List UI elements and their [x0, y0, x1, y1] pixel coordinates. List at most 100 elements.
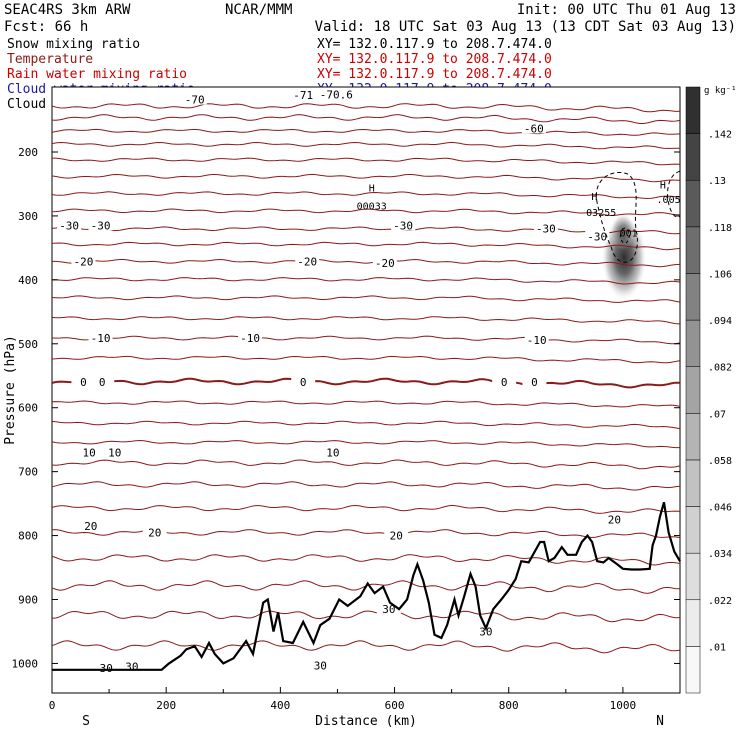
cloud-dashed-contours [595, 170, 681, 263]
forecast-hour: Fcst: 66 h [4, 19, 88, 35]
temperature-contour-line [51, 481, 680, 491]
temperature-contour-label: 30 [382, 603, 395, 616]
contour-label-bg [492, 376, 517, 388]
temperature-contour-label: -30 [59, 220, 79, 233]
x-tick-label: 800 [499, 699, 519, 712]
temperature-contour-label: 20 [390, 530, 403, 543]
temperature-contour-line [51, 377, 680, 389]
colorbar-swatch [685, 366, 701, 414]
x-tick-label: 1000 [610, 699, 637, 712]
contour-label-bg [88, 219, 113, 231]
legend-field-xy: XY= 132.0.117.9 to 208.7.474.0 [317, 37, 552, 52]
max-annotation: H [369, 184, 375, 195]
x-tick-label: 200 [156, 699, 176, 712]
temperature-contours [51, 103, 680, 654]
contour-label-bg [521, 122, 546, 134]
colorbar-level-label: .106 [708, 269, 732, 280]
temperature-contour-label: 10 [326, 446, 339, 459]
temperature-contour-line [51, 420, 680, 430]
temperature-contour-label: 0 [80, 376, 87, 389]
temperature-contour-line [51, 355, 680, 364]
terrain-profile [52, 501, 681, 671]
temperature-contour-label: -10 [527, 334, 547, 347]
colorbar-swatch [685, 646, 701, 694]
valid-time: Valid: 18 UTC Sat 03 Aug 13 (13 CDT Sat … [315, 19, 736, 35]
colorbar-unit: g kg⁻¹ [704, 86, 737, 96]
temperature-contour-line [51, 103, 680, 113]
legend-field-xy: XY= 132.0.117.9 to 208.7.474.0 [317, 67, 552, 82]
y-tick-label: 200 [18, 146, 38, 159]
temperature-contour-label: 20 [84, 520, 97, 533]
org-label: NCAR/MMM [225, 2, 292, 18]
contour-label-bg [585, 230, 610, 242]
contour-label-bg [94, 661, 119, 673]
cloud-dashed-contour-edge [667, 170, 681, 218]
temperature-contour-label: -20 [297, 255, 317, 268]
plot-frame [51, 86, 681, 694]
max-annotation: H [660, 180, 666, 191]
temperature-contour-label: 30 [314, 659, 327, 672]
direction-south: S [82, 714, 90, 729]
temperature-contour-label: 0 [300, 376, 307, 389]
contour-label-bg [320, 446, 345, 458]
colorbar-swatch [685, 599, 701, 647]
contour-label-bg [291, 376, 316, 388]
direction-north: N [656, 714, 664, 729]
temperature-contour-label: -20 [375, 257, 395, 270]
colorbar-swatch [685, 459, 701, 507]
temperature-contour-label: 0 [501, 376, 508, 389]
temperature-contour-line [51, 141, 680, 150]
temperature-contour-line [51, 295, 680, 303]
cloud-dashed-contour [595, 171, 638, 263]
legend-field-xy: XY= 132.0.117.9 to 208.7.474.0 [317, 52, 552, 67]
contour-label-bg [102, 446, 127, 458]
y-tick-label: 300 [18, 210, 38, 223]
temperature-contour-label: 10 [108, 446, 121, 459]
temperature-contour-line [51, 610, 680, 623]
max-annotation: 03255 [586, 208, 616, 219]
ice-shade-upper [610, 213, 635, 250]
colorbar-swatch [685, 179, 701, 228]
colorbar-swatch [685, 506, 701, 554]
legend-field-name: Temperature [7, 52, 93, 67]
x-tick-label: 0 [49, 699, 56, 712]
temperature-contour-line [51, 241, 680, 251]
colorbar-level-label: .13 [708, 176, 726, 187]
x-tick-label: 600 [385, 699, 405, 712]
y-tick-label: 600 [18, 402, 38, 415]
y-tick-label: 1000 [12, 657, 39, 670]
max-annotations: H 00033 H 03255 001 H .005 [357, 180, 681, 239]
x-tick-label: 400 [270, 699, 290, 712]
colorbar-level-label: .046 [708, 503, 732, 514]
temperature-contour-line [51, 173, 680, 183]
y-tick-label: 700 [18, 466, 38, 479]
temperature-contour-label: -70 [185, 94, 205, 107]
plot-area: -70 -71 -70.6 -60 -30 -30 -30 -30 -30 -20 -20 -20 -1… [51, 86, 681, 694]
temperature-contour-label: -30 [91, 220, 111, 233]
temperature-contour-line [51, 226, 680, 235]
temperature-contour-labels: -70 -71 -70.6 -60 -30 -30 -30 -30 -30 -20 -20 -20 -1… [57, 88, 627, 675]
max-annotation: .005 [657, 195, 681, 206]
colorbar-level-label: .07 [708, 409, 726, 420]
temperature-contour-label: -70.6 [320, 88, 353, 101]
temperature-contour-label: -30 [393, 220, 413, 233]
contour-label-bg [238, 332, 263, 344]
colorbar-swatch [685, 226, 701, 274]
max-annotation: H [591, 192, 597, 203]
temperature-contour-label: 10 [82, 446, 95, 459]
temperature-contour-label: -71 [293, 89, 313, 102]
contour-label-bg [78, 519, 103, 531]
colorbar-swatch [685, 319, 701, 367]
contour-label-bg [324, 88, 349, 100]
contour-label-bg [533, 222, 558, 234]
contour-label-bg [391, 219, 416, 231]
legend-field-name: Rain water mixing ratio [7, 67, 187, 82]
colorbar-swatch [685, 273, 701, 321]
contour-label-bg [57, 219, 82, 231]
init-time: Init: 00 UTC Thu 01 Aug 13 [517, 2, 736, 18]
colorbar-level-label: .022 [708, 596, 732, 607]
temperature-contour-line [51, 459, 680, 470]
temperature-contour-line [51, 439, 680, 449]
